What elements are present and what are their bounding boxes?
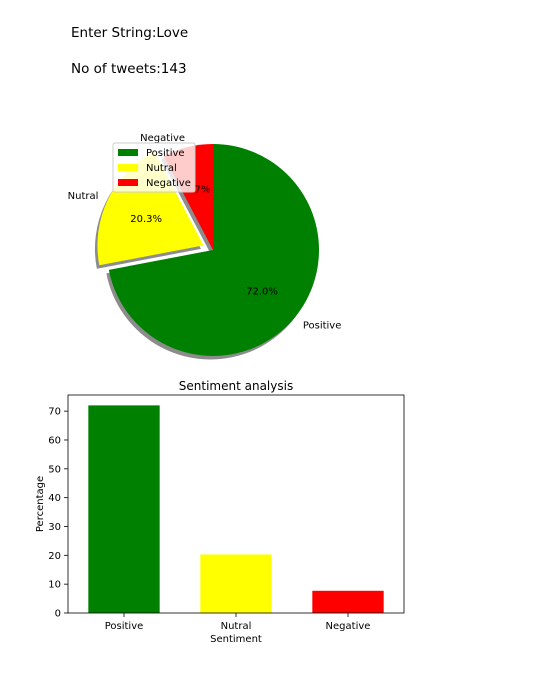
pie-legend: Positive Nutral Negative (112, 142, 196, 193)
x-axis-label: Sentiment (210, 634, 262, 645)
bar-negative (312, 590, 384, 613)
x-tick-label-nutral: Nutral (221, 621, 252, 632)
bar-chart: Positive Nutral Negative 0 10 20 30 40 50 60 70 Sen… (35, 379, 405, 645)
bar-plot-frame (67, 394, 405, 614)
y-tick-label-70: 70 (48, 407, 61, 418)
bar-positive (88, 405, 160, 613)
y-tick-label-0: 0 (55, 609, 61, 620)
y-tick-label-50: 50 (48, 464, 61, 475)
input-string-label: Enter String: (71, 25, 157, 41)
y-axis-label: Percentage (35, 476, 46, 532)
y-tick-label-10: 10 (48, 580, 61, 591)
pie-pct-label-nutral: 20.3% (130, 214, 162, 225)
legend-swatch-nutral (118, 164, 138, 171)
pie-slice-positive (108, 144, 319, 357)
tweet-count-line: No of tweets:143 (71, 61, 187, 77)
y-tick-label-20: 20 (48, 551, 61, 562)
legend-swatch-positive (118, 149, 138, 156)
tweet-count-value: 143 (160, 61, 187, 77)
pie-label-negative: Negative (140, 133, 185, 144)
legend-entry-nutral: Nutral (146, 163, 177, 174)
pie-label-nutral: Nutral (68, 191, 99, 202)
legend-entry-negative: Negative (146, 178, 191, 189)
pie-label-positive: Positive (303, 320, 342, 331)
y-tick-label-30: 30 (48, 522, 61, 533)
input-string-value: Love (156, 25, 189, 41)
y-tick-label-40: 40 (48, 493, 61, 504)
y-tick-label-60: 60 (48, 435, 61, 446)
tweet-count-label: No of tweets: (71, 61, 161, 77)
pie-pct-label-positive: 72.0% (246, 287, 278, 298)
x-tick-label-positive: Positive (105, 621, 144, 632)
legend-swatch-negative (118, 179, 138, 186)
legend-entry-positive: Positive (146, 148, 185, 159)
bar-chart-title: Sentiment analysis (179, 379, 293, 393)
bar-nutral (200, 554, 272, 613)
x-tick-label-negative: Negative (326, 621, 371, 632)
input-string-line: Enter String:Love (71, 25, 188, 41)
pie-pct-label-negative: 7.7% (185, 184, 210, 195)
